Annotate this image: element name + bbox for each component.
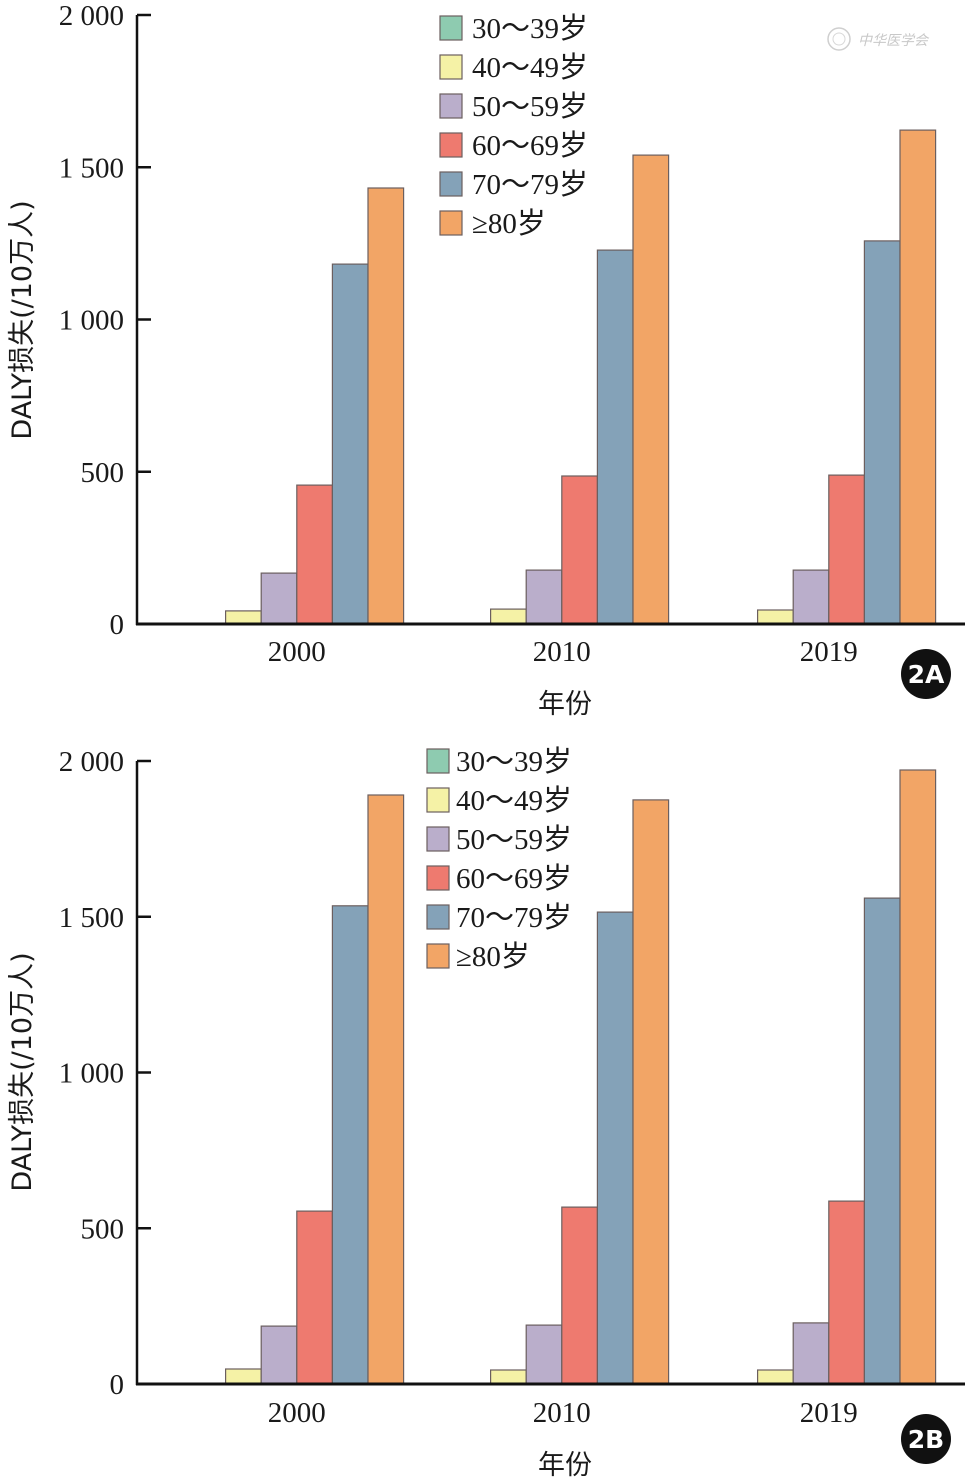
panel-label: 2B — [908, 1425, 944, 1454]
bar-2010-series-5 — [632, 154, 670, 625]
bar-2010-series-2 — [525, 1324, 563, 1385]
legend-label: 70～79岁 — [456, 901, 572, 934]
legend-swatch — [426, 865, 450, 891]
bar-2000-series-1 — [225, 610, 262, 625]
legend-swatch — [439, 210, 463, 236]
y-tick-label: 0 — [110, 1369, 125, 1401]
legend-label: 50～59岁 — [456, 823, 572, 856]
x-axis-title: 年份 — [538, 1450, 592, 1481]
x-axis-title: 年份 — [538, 689, 592, 720]
bar-2019-series-5 — [899, 769, 937, 1385]
chart-panel-2a: 0 500 1 000 1 500 2 000 2000 2010 2019 年份 DALY损失(… — [7, 0, 965, 720]
bar-2000-series-3 — [296, 484, 333, 625]
bar-2010-series-3 — [561, 475, 598, 625]
y-tick-label: 500 — [81, 1213, 125, 1245]
legend-label: 70～79岁 — [472, 168, 588, 201]
y-axis-title: DALY损失(/10万人) — [7, 952, 38, 1191]
legend-swatch — [426, 748, 450, 774]
legend-label: 60～69岁 — [472, 129, 588, 162]
y-tick-label: 2 000 — [59, 0, 124, 32]
legend-label: ≥80岁 — [472, 207, 546, 240]
x-tick-label: 2010 — [533, 1397, 591, 1429]
legend-swatch — [439, 15, 463, 41]
bar-2000-series-3 — [296, 1210, 333, 1385]
bar-2000-series-5 — [367, 794, 405, 1385]
panel-badge — [901, 649, 951, 699]
legend-label: 30～39岁 — [472, 12, 588, 45]
bar-2000-series-4 — [331, 263, 369, 625]
bar-2019-series-3 — [828, 1200, 865, 1385]
bar-2010-series-2 — [525, 569, 563, 625]
bar-2019-series-2 — [792, 569, 830, 625]
legend-swatch — [426, 904, 450, 930]
bar-2000-series-5 — [367, 187, 405, 625]
y-tick-label: 500 — [81, 457, 125, 489]
bar-2010-series-1 — [490, 1369, 527, 1385]
bar-2010-series-3 — [561, 1206, 598, 1385]
legend-swatch — [426, 787, 450, 813]
legend-label: ≥80岁 — [456, 940, 530, 973]
legend-swatch — [439, 93, 463, 119]
bar-2019-series-4 — [863, 240, 901, 625]
legend-swatch — [439, 54, 463, 80]
legend-swatch — [426, 826, 450, 852]
x-tick-label: 2010 — [533, 636, 591, 668]
x-tick-label: 2019 — [800, 636, 858, 668]
bar-2010-series-5 — [632, 799, 670, 1385]
y-tick-label: 1 000 — [59, 1058, 124, 1090]
bar-2010-series-4 — [596, 911, 634, 1385]
bar-2000-series-2 — [260, 1325, 298, 1385]
y-tick-label: 0 — [110, 609, 125, 641]
watermark-seal-inner-icon — [832, 32, 846, 46]
legend-label: 30～39岁 — [456, 745, 572, 778]
bar-2019-series-1 — [756, 609, 794, 625]
x-tick-label: 2000 — [268, 636, 326, 668]
bar-2010-series-1 — [490, 608, 527, 625]
x-tick-label: 2019 — [800, 1397, 858, 1429]
y-axis-title: DALY损失(/10万人) — [7, 200, 38, 439]
y-tick-label: 2 000 — [59, 746, 124, 778]
panel-label: 2A — [908, 660, 945, 689]
watermark-text: 中华医学会 — [858, 33, 930, 49]
bar-2019-series-3 — [828, 474, 865, 625]
legend-label: 60～69岁 — [456, 862, 572, 895]
y-tick-label: 1 500 — [59, 902, 124, 934]
legend-label: 50～59岁 — [472, 90, 588, 123]
y-tick-label: 1 500 — [59, 152, 124, 184]
legend-swatch — [439, 171, 463, 197]
bar-2019-series-2 — [792, 1322, 830, 1385]
chart-panel-2b: 0 500 1 000 1 500 2 000 2000 2010 2019 年份 DALY损失(… — [7, 745, 965, 1481]
bar-2010-series-4 — [596, 249, 634, 625]
bar-2000-series-1 — [225, 1368, 262, 1385]
legend-swatch — [439, 132, 463, 158]
bar-2000-series-2 — [260, 572, 298, 625]
bar-2019-series-4 — [863, 897, 901, 1385]
watermark: 中华医学会 — [827, 27, 930, 51]
watermark-seal-icon — [827, 27, 851, 51]
legend-label: 40～49岁 — [472, 51, 588, 84]
bar-2019-series-1 — [756, 1369, 794, 1385]
x-tick-label: 2000 — [268, 1397, 326, 1429]
panel-badge — [901, 1414, 951, 1464]
y-tick-label: 1 000 — [59, 305, 124, 337]
bar-2019-series-5 — [899, 129, 937, 625]
legend-swatch — [426, 943, 450, 969]
legend-label: 40～49岁 — [456, 784, 572, 817]
bar-2000-series-4 — [331, 905, 369, 1385]
